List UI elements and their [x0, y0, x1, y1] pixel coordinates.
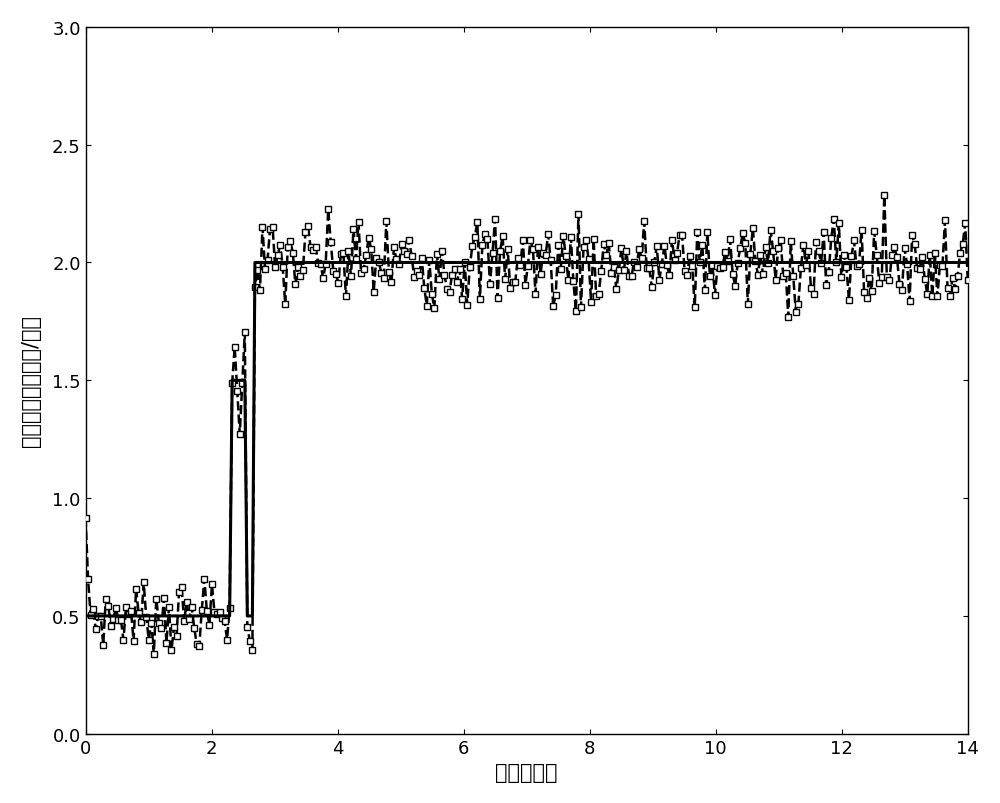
X-axis label: 时间（天）: 时间（天）: [495, 762, 558, 782]
Y-axis label: 溶解氧浓度（毫克/升）: 溶解氧浓度（毫克/升）: [21, 315, 41, 446]
